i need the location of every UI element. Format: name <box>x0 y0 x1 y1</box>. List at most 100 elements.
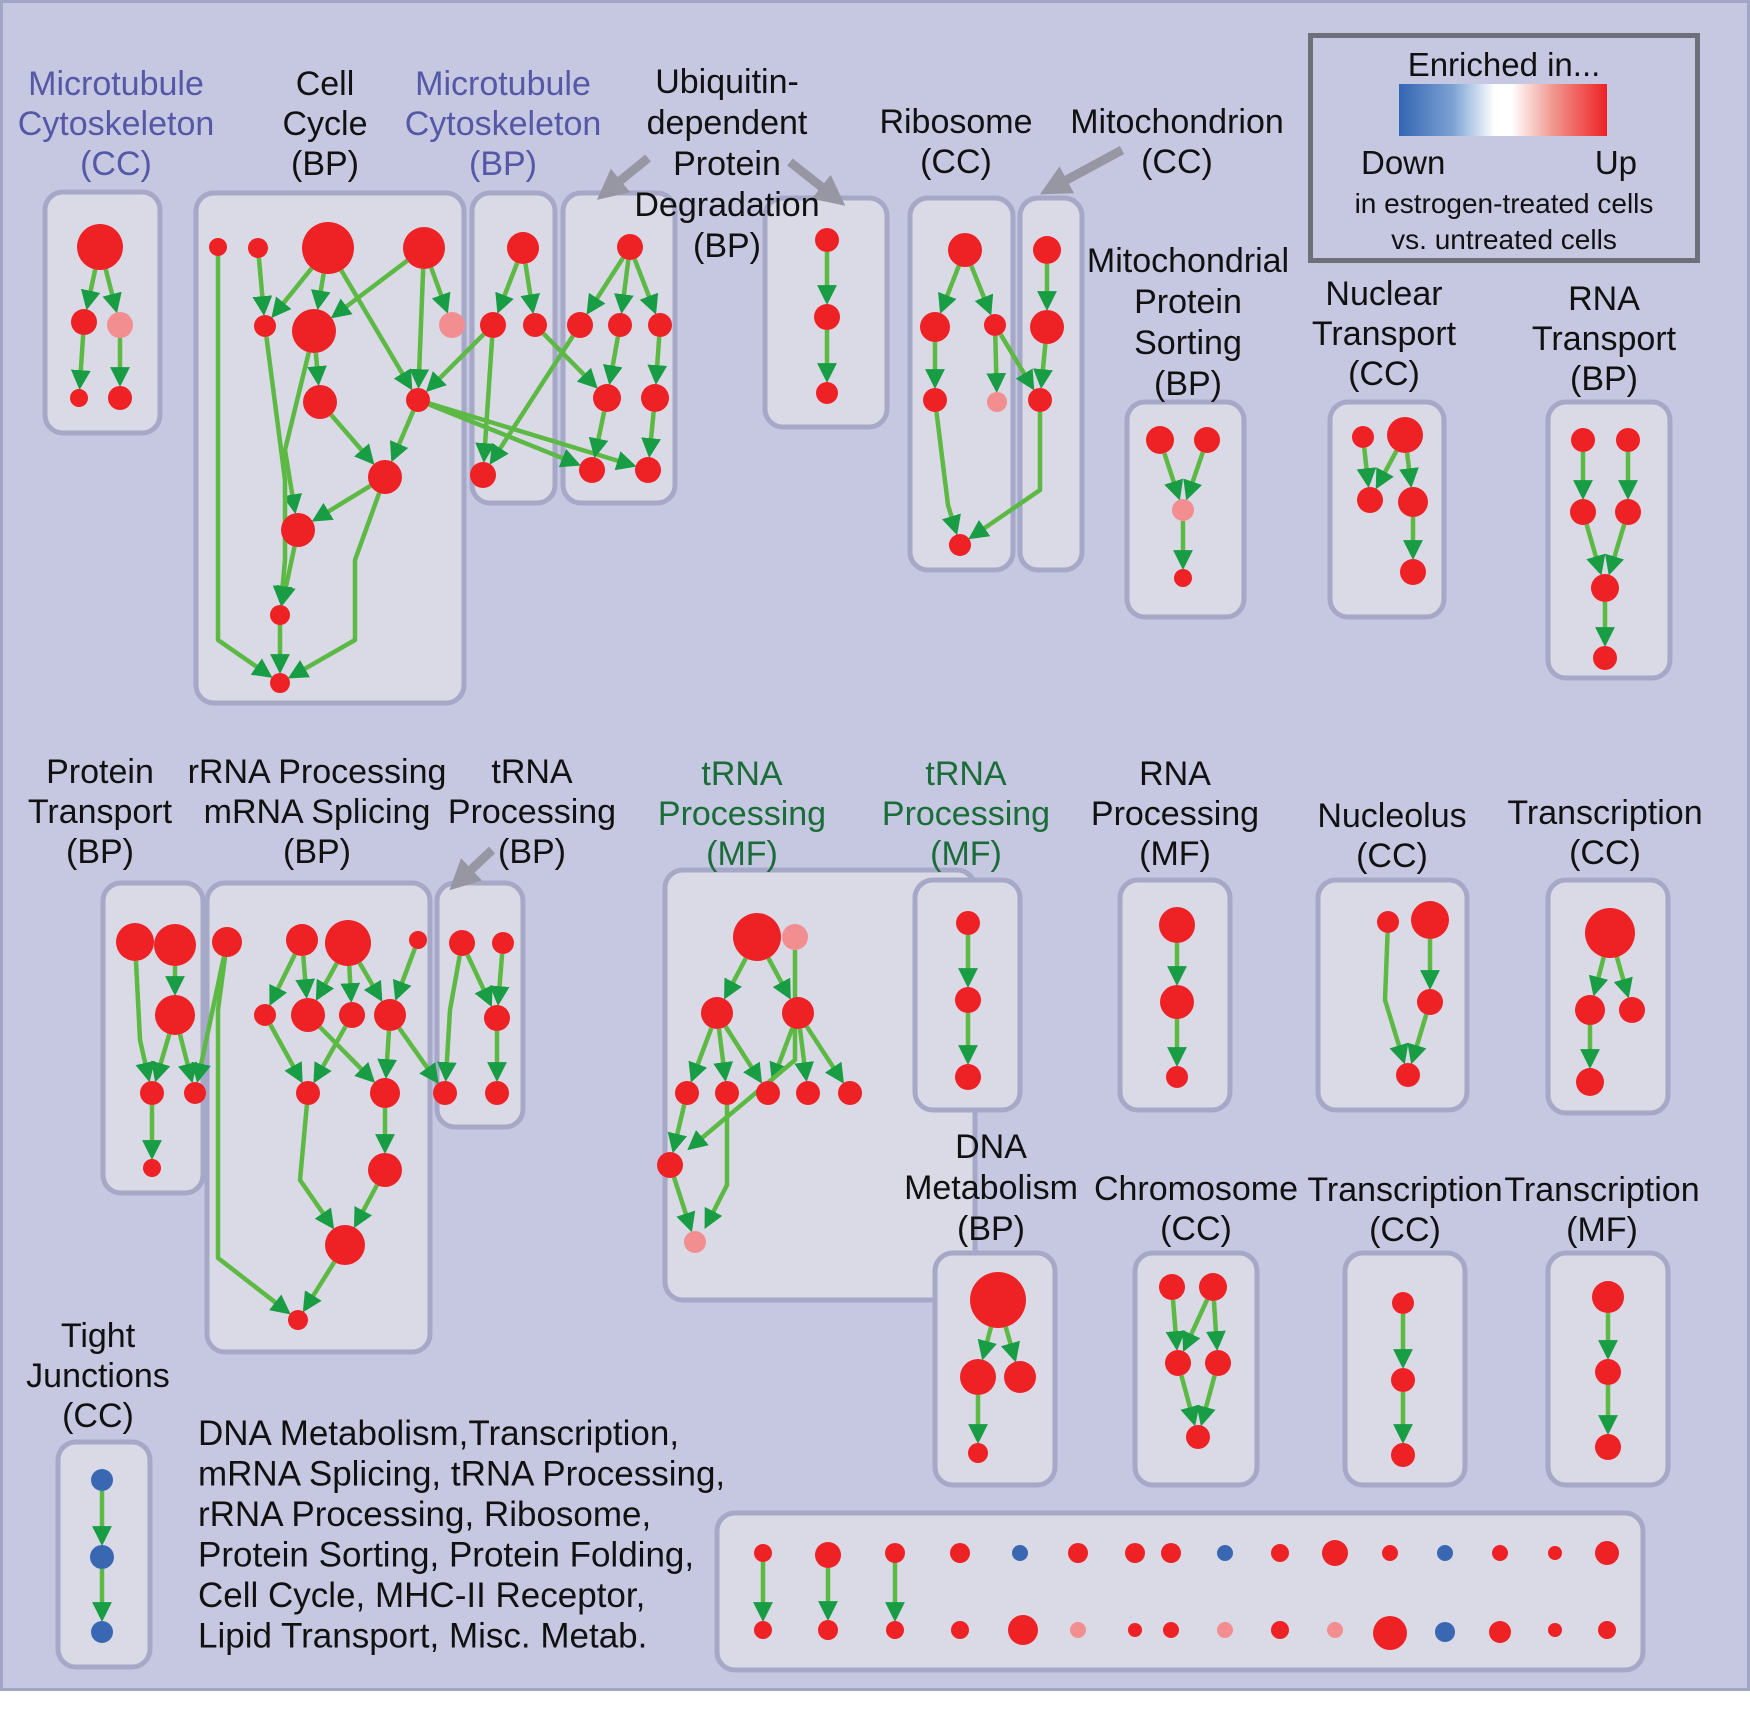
go-term-node <box>701 997 733 1029</box>
go-edge <box>340 965 361 1003</box>
go-term-node <box>1322 1540 1348 1566</box>
go-edge <box>428 402 581 468</box>
go-edge <box>1613 956 1633 999</box>
go-term-node <box>270 605 290 625</box>
go-term-node <box>579 457 605 483</box>
go-edge <box>688 1027 714 1083</box>
go-edge <box>425 332 486 393</box>
go-edge <box>588 411 609 459</box>
legend-downup-row: Down Up <box>1361 144 1637 182</box>
go-edge <box>641 411 661 458</box>
go-edge <box>268 1023 303 1084</box>
go-term-node <box>1598 1621 1616 1639</box>
go-term-node <box>107 312 133 338</box>
go-edge <box>1033 343 1053 389</box>
go-edge <box>271 266 314 319</box>
go-term-node <box>1070 1622 1086 1638</box>
go-term-node <box>1396 1063 1420 1087</box>
go-term-node <box>1161 1543 1181 1563</box>
go-term-node <box>209 238 227 256</box>
go-term-node <box>1411 901 1449 939</box>
go-edge <box>307 352 327 386</box>
go-term-node <box>1357 487 1383 513</box>
go-term-node <box>507 232 539 264</box>
legend-caption-line2: vs. untreated cells <box>1391 224 1617 255</box>
go-edge <box>302 1260 337 1313</box>
go-edge <box>80 269 101 311</box>
go-term-node <box>648 313 672 337</box>
go-term-node <box>1030 310 1064 344</box>
go-term-node <box>1146 426 1174 454</box>
go-edge <box>1196 1374 1217 1427</box>
go-term-node <box>288 1310 308 1330</box>
go-term-node <box>1615 499 1641 525</box>
go-term-node <box>1377 911 1399 933</box>
go-edge <box>318 1025 376 1083</box>
go-edge <box>647 336 668 385</box>
go-edge <box>1356 447 1377 489</box>
go-term-node <box>960 1359 996 1395</box>
go-edge <box>1407 1013 1429 1065</box>
go-term-node <box>1008 1615 1038 1645</box>
go-term-node <box>1373 1616 1407 1650</box>
go-term-node <box>1548 1546 1562 1560</box>
go-term-node <box>302 222 354 274</box>
go-edge <box>1382 932 1409 1065</box>
cluster-box-transcription-cc-mid <box>1545 877 1671 1116</box>
cluster-label: Mitochondrion (CC) <box>1070 103 1284 181</box>
go-term-node <box>1217 1622 1233 1638</box>
go-term-node <box>818 1620 838 1640</box>
go-term-node <box>71 309 97 335</box>
go-term-node <box>1592 1281 1624 1313</box>
go-term-node <box>635 457 661 483</box>
go-term-node <box>754 1621 772 1639</box>
go-edge <box>1588 956 1609 997</box>
go-term-node <box>984 314 1006 336</box>
cluster-box-nuclear-transport <box>1327 399 1447 620</box>
legend-up-label: Up <box>1594 144 1637 181</box>
go-edge <box>704 1105 730 1230</box>
go-term-node <box>1417 989 1443 1015</box>
go-term-node <box>523 313 547 337</box>
go-edge <box>397 1026 439 1084</box>
go-term-node <box>814 304 840 330</box>
go-term-node <box>1217 1545 1233 1561</box>
go-edge <box>766 957 791 1000</box>
go-edge <box>1179 1374 1200 1427</box>
go-term-node <box>1382 1545 1398 1561</box>
go-term-node <box>1492 1545 1508 1561</box>
go-term-node <box>1165 1350 1191 1376</box>
go-term-node <box>1595 1359 1621 1385</box>
go-term-node <box>1619 997 1645 1023</box>
go-term-node <box>108 386 132 410</box>
go-edge <box>1165 1299 1186 1351</box>
go-term-node <box>955 987 981 1013</box>
go-edge <box>102 268 122 314</box>
go-edge <box>252 257 273 316</box>
go-edge <box>297 1104 335 1230</box>
cluster-label: Protein Transport (BP) <box>28 753 173 871</box>
cluster-label: Mitochondrial Protein Sorting (BP) <box>1087 242 1289 403</box>
go-edge <box>151 1033 172 1083</box>
go-edge <box>632 258 659 315</box>
go-term-node <box>1128 1623 1142 1637</box>
go-edge <box>357 961 383 1002</box>
go-term-node <box>796 1081 820 1105</box>
cluster-box-dna-metabolism <box>932 1250 1058 1488</box>
go-term-node <box>1435 1622 1455 1642</box>
annotation-arrow <box>596 154 651 200</box>
go-term-node <box>1194 427 1220 453</box>
go-term-node <box>608 313 632 337</box>
go-term-node <box>1391 1443 1415 1467</box>
go-term-node <box>143 1159 161 1177</box>
legend-caption-line1: in estrogen-treated cells <box>1354 188 1654 219</box>
go-term-node <box>923 388 947 412</box>
go-edge <box>353 1183 379 1229</box>
go-edge <box>465 953 493 1008</box>
go-term-node <box>1033 236 1061 264</box>
cluster-label: Tight Junctions (CC) <box>26 1317 170 1435</box>
go-term-node <box>1186 1425 1210 1449</box>
go-edge <box>977 1326 997 1361</box>
cluster-label: Microtubule Cytoskeleton (BP) <box>405 65 602 183</box>
